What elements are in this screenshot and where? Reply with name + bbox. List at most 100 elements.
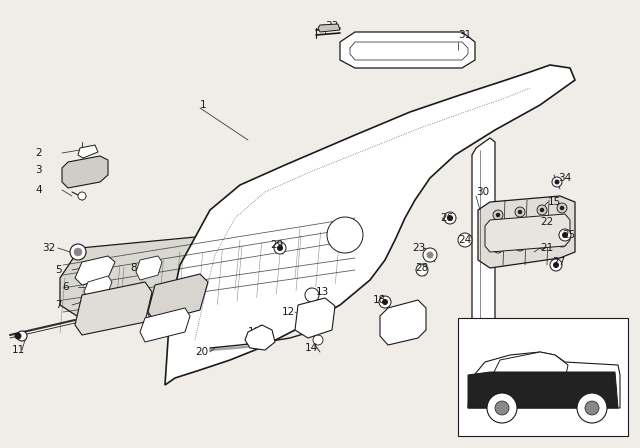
Polygon shape	[245, 325, 275, 350]
Polygon shape	[340, 32, 475, 68]
Polygon shape	[468, 372, 618, 408]
Circle shape	[537, 239, 547, 249]
Circle shape	[557, 203, 567, 213]
Circle shape	[144, 264, 152, 272]
Circle shape	[555, 180, 559, 184]
Polygon shape	[60, 212, 365, 318]
Circle shape	[95, 298, 115, 318]
Polygon shape	[148, 274, 208, 322]
Text: 000·28: 000·28	[531, 425, 556, 431]
Text: 4: 4	[35, 185, 42, 195]
Circle shape	[493, 243, 503, 253]
Text: 2: 2	[35, 148, 42, 158]
Circle shape	[305, 288, 319, 302]
Text: 34: 34	[558, 173, 572, 183]
Text: 18: 18	[373, 295, 387, 305]
Bar	[458, 318, 628, 436]
Text: 23: 23	[412, 243, 425, 253]
Text: 24: 24	[458, 235, 471, 245]
Polygon shape	[472, 138, 495, 345]
Circle shape	[537, 205, 547, 215]
Circle shape	[518, 210, 522, 214]
Circle shape	[278, 246, 282, 250]
Circle shape	[515, 207, 525, 217]
Text: 22: 22	[540, 217, 553, 227]
Circle shape	[101, 304, 109, 312]
Circle shape	[518, 244, 522, 248]
Circle shape	[427, 252, 433, 258]
Text: 21: 21	[540, 243, 553, 253]
Circle shape	[416, 264, 428, 276]
Text: 9: 9	[145, 293, 152, 303]
Text: 16: 16	[490, 320, 503, 330]
Circle shape	[17, 331, 27, 341]
Circle shape	[78, 192, 86, 200]
Circle shape	[585, 401, 599, 415]
Polygon shape	[468, 352, 620, 408]
Circle shape	[560, 206, 564, 210]
Circle shape	[313, 335, 323, 345]
Circle shape	[496, 246, 500, 250]
Circle shape	[496, 213, 500, 217]
Text: 17: 17	[398, 315, 412, 325]
Polygon shape	[478, 196, 575, 268]
Text: 15: 15	[548, 197, 561, 207]
Text: 29: 29	[270, 240, 284, 250]
Text: 25: 25	[562, 230, 575, 240]
Polygon shape	[84, 276, 112, 298]
Text: 5: 5	[55, 265, 61, 275]
Text: 7: 7	[55, 300, 61, 310]
Circle shape	[577, 393, 607, 423]
Polygon shape	[380, 300, 426, 345]
Circle shape	[303, 306, 327, 330]
Circle shape	[444, 212, 456, 224]
Text: 1: 1	[200, 100, 207, 110]
Circle shape	[327, 217, 363, 253]
Circle shape	[550, 259, 562, 271]
Polygon shape	[78, 145, 98, 158]
Polygon shape	[136, 256, 162, 280]
Text: 19: 19	[248, 327, 261, 337]
Circle shape	[274, 242, 286, 254]
Text: 13: 13	[316, 287, 329, 297]
Circle shape	[15, 333, 21, 339]
Text: 10: 10	[138, 313, 151, 323]
Polygon shape	[485, 214, 570, 252]
Text: 31: 31	[458, 30, 471, 40]
Text: 11: 11	[12, 345, 25, 355]
Circle shape	[379, 296, 391, 308]
Text: 14: 14	[305, 343, 318, 353]
Circle shape	[74, 248, 82, 256]
Circle shape	[91, 284, 99, 292]
Circle shape	[487, 393, 517, 423]
Text: 27: 27	[552, 257, 565, 267]
Circle shape	[447, 215, 452, 220]
Circle shape	[383, 300, 387, 305]
Circle shape	[71, 168, 79, 176]
Circle shape	[423, 248, 437, 262]
Text: 28: 28	[415, 263, 428, 273]
Polygon shape	[75, 282, 152, 335]
Polygon shape	[140, 308, 190, 342]
Circle shape	[70, 244, 86, 260]
Circle shape	[458, 233, 472, 247]
Circle shape	[557, 237, 567, 247]
Polygon shape	[165, 65, 575, 385]
Circle shape	[552, 177, 562, 187]
Circle shape	[554, 263, 559, 267]
Text: 3: 3	[35, 165, 42, 175]
Text: 32: 32	[42, 243, 55, 253]
Text: 33: 33	[325, 21, 339, 31]
Circle shape	[166, 286, 190, 310]
Circle shape	[515, 241, 525, 251]
Text: 12: 12	[282, 307, 295, 317]
Circle shape	[310, 313, 320, 323]
Text: 20: 20	[195, 347, 208, 357]
Text: 6: 6	[62, 282, 68, 292]
Circle shape	[495, 401, 509, 415]
Polygon shape	[295, 298, 335, 338]
Circle shape	[321, 25, 327, 31]
Polygon shape	[62, 156, 108, 188]
Polygon shape	[318, 24, 340, 32]
Circle shape	[560, 240, 564, 244]
